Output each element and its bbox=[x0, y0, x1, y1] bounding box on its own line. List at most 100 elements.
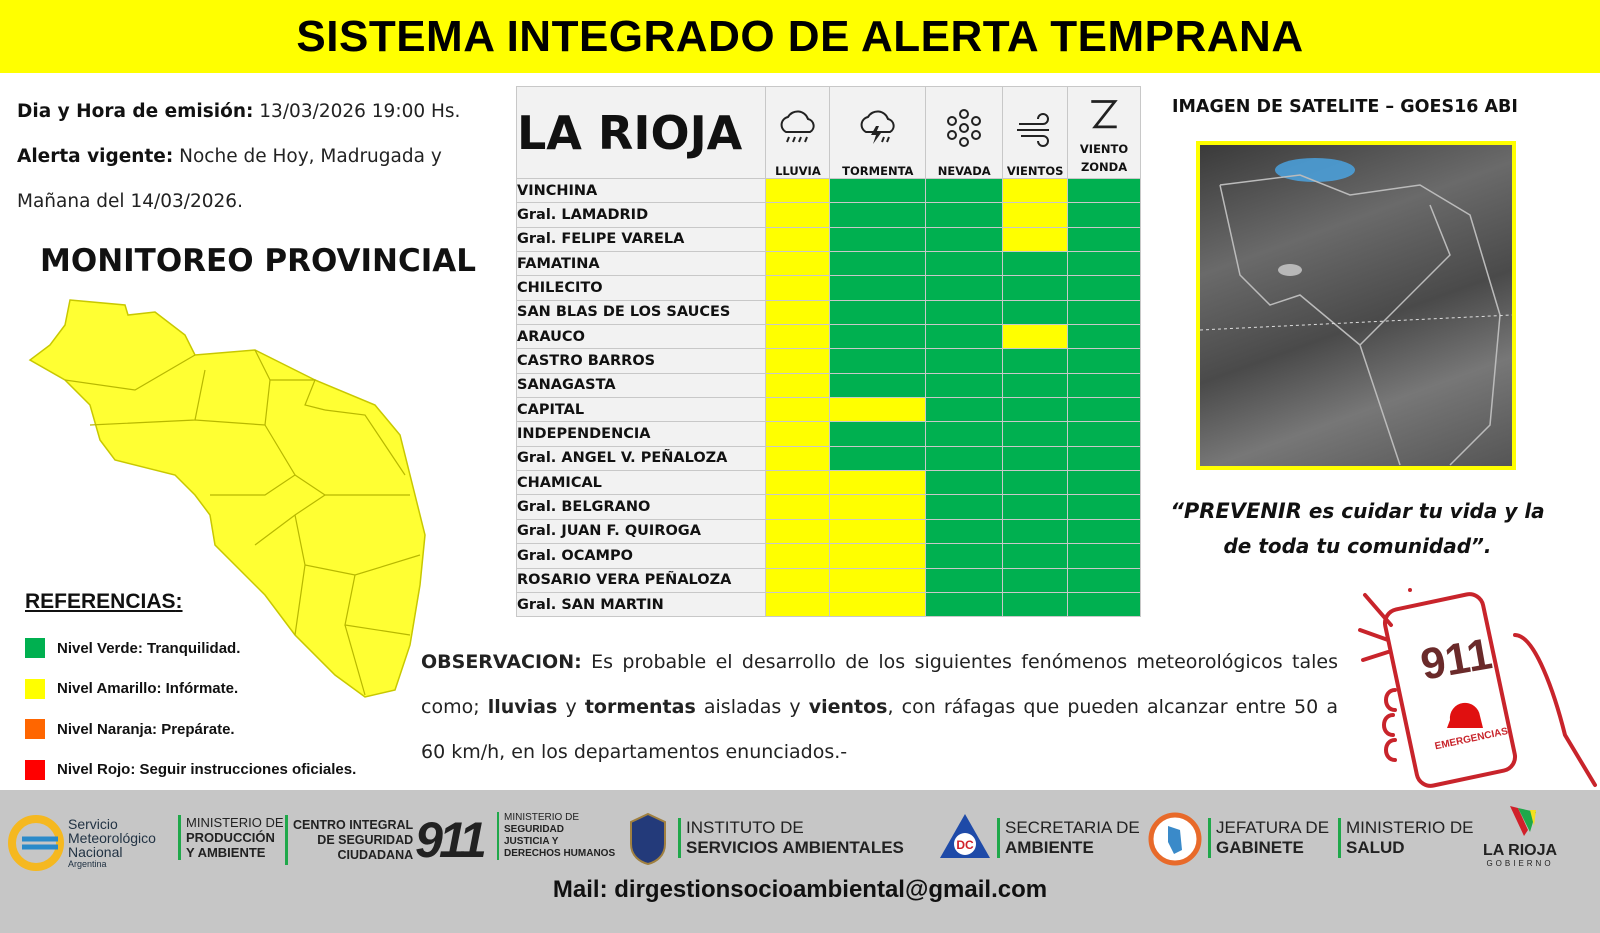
alert-level-cell bbox=[1067, 202, 1141, 228]
alert-level-cell bbox=[765, 421, 831, 447]
alert-level-cell bbox=[1002, 543, 1069, 569]
table-row: SAN BLAS DE LOS SAUCES bbox=[515, 299, 1141, 326]
alert-level-cell bbox=[829, 251, 927, 277]
table-row: VINCHINA bbox=[515, 177, 1141, 204]
alert-level-cell bbox=[1067, 177, 1141, 204]
alert-level-cell bbox=[1067, 299, 1141, 326]
column-viento-zonda: VIENTO ZONDA bbox=[1067, 86, 1141, 179]
column-nevada: NEVADA bbox=[925, 86, 1004, 179]
department-name: Gral. LAMADRID bbox=[515, 202, 767, 228]
table-row: Gral. LAMADRID bbox=[515, 202, 1141, 228]
alert-level-cell bbox=[925, 591, 1004, 618]
alert-level-cell bbox=[765, 324, 831, 350]
alert-level-cell bbox=[1002, 397, 1069, 423]
emission-value: 13/03/2026 19:00 Hs. bbox=[259, 101, 461, 122]
alert-level-cell bbox=[1002, 445, 1069, 472]
alert-level-cell bbox=[1002, 251, 1069, 277]
reference-label: Nivel Verde: Tranquilidad. bbox=[57, 639, 241, 657]
references-legend: REFERENCIAS: Nivel Verde: Tranquilidad. N… bbox=[25, 590, 356, 790]
emergency-number: 911 bbox=[1417, 629, 1495, 690]
alert-level-cell bbox=[829, 591, 927, 618]
alert-level-cell bbox=[829, 567, 927, 593]
reference-label: Nivel Amarillo: Infórmate. bbox=[57, 680, 239, 698]
table-row: Gral. ANGEL V. PEÑALOZA bbox=[515, 445, 1141, 472]
alert-level-cell bbox=[925, 567, 1004, 593]
alert-level-cell bbox=[829, 324, 927, 350]
department-name: ARAUCO bbox=[515, 324, 767, 350]
references-title: REFERENCIAS: bbox=[25, 590, 183, 613]
alert-level-cell bbox=[829, 202, 927, 228]
alert-level-cell bbox=[829, 275, 927, 301]
alert-level-cell bbox=[829, 372, 927, 399]
alert-level-cell bbox=[925, 324, 1004, 350]
alert-level-cell bbox=[1002, 202, 1069, 228]
satellite-overlay bbox=[1200, 158, 1512, 466]
department-name: ROSARIO VERA PEÑALOZA bbox=[515, 567, 767, 593]
province-name: LA RIOJA bbox=[515, 86, 767, 179]
alert-level-cell bbox=[829, 421, 927, 447]
alert-level-cell bbox=[925, 445, 1004, 472]
alert-level-cell bbox=[1067, 226, 1141, 253]
footer-logos: Servicio Meteorológico Nacional Argentina M… bbox=[0, 790, 1600, 933]
siren-icon bbox=[1447, 702, 1483, 728]
alert-level-cell bbox=[1067, 567, 1141, 593]
alert-level-cell bbox=[765, 372, 831, 399]
alert-level-cell bbox=[925, 299, 1004, 326]
alert-level-cell bbox=[765, 299, 831, 326]
contact-email[interactable]: Mail: dirgestionsocioambiental@gmail.com bbox=[552, 876, 1048, 903]
reference-swatch bbox=[25, 678, 45, 699]
storm-icon bbox=[860, 110, 895, 144]
alert-level-cell bbox=[1002, 348, 1069, 374]
table-row: Gral. SAN MARTIN bbox=[515, 591, 1141, 618]
table-row: Gral. JUAN F. QUIROGA bbox=[515, 518, 1141, 545]
alert-level-cell bbox=[925, 470, 1004, 496]
table-row: SANAGASTA bbox=[515, 372, 1141, 399]
alert-level-cell bbox=[829, 494, 927, 520]
alert-level-cell bbox=[829, 543, 927, 569]
smn-logo-icon bbox=[8, 815, 64, 871]
observation-text: OBSERVACION: Es probable el desarrollo d… bbox=[421, 651, 1338, 763]
snow-icon bbox=[947, 109, 982, 147]
reference-item: Nivel Verde: Tranquilidad. bbox=[25, 628, 356, 669]
alert-level-cell bbox=[1002, 591, 1069, 618]
table-row: INDEPENDENCIA bbox=[515, 421, 1141, 447]
reference-item: Nivel Rojo: Seguir instrucciones oficial… bbox=[25, 750, 356, 791]
monitor-title: MONITOREO PROVINCIAL bbox=[40, 243, 476, 279]
la-rioja-gobierno-logo: LA RIOJA GOBIERNO bbox=[1480, 802, 1560, 869]
department-borders bbox=[64, 349, 421, 696]
department-name: VINCHINA bbox=[515, 177, 767, 204]
column-vientos: VIENTOS bbox=[1002, 86, 1069, 179]
table-row: CHILECITO bbox=[515, 275, 1141, 301]
alert-level-cell bbox=[925, 397, 1004, 423]
department-name: Gral. JUAN F. QUIROGA bbox=[515, 518, 767, 545]
table-row: ARAUCO bbox=[515, 324, 1141, 350]
department-name: Gral. OCAMPO bbox=[515, 543, 767, 569]
alert-level-cell bbox=[925, 251, 1004, 277]
rain-icon bbox=[780, 110, 815, 143]
department-name: CASTRO BARROS bbox=[515, 348, 767, 374]
department-name: Gral. BELGRANO bbox=[515, 494, 767, 520]
secretaria-ambiente-logo: SECRETARIA DE AMBIENTE bbox=[997, 818, 1140, 858]
emergency-label: EMERGENCIAS bbox=[1434, 726, 1509, 752]
emergency-911-illustration: 911 EMERGENCIAS bbox=[1358, 588, 1597, 788]
alert-level-cell bbox=[829, 397, 927, 423]
province-map bbox=[28, 299, 426, 698]
ministerio-salud-logo: MINISTERIO DE SALUD bbox=[1338, 818, 1474, 858]
emission-info: Dia y Hora de emisión: 13/03/2026 19:00 … bbox=[17, 101, 460, 122]
alert-level-cell bbox=[925, 348, 1004, 374]
alert-level-cell bbox=[1002, 299, 1069, 326]
table-header: LA RIOJA LLUVIA TORMENTA NEVADA VIENTOS … bbox=[515, 86, 1141, 179]
alert-level-cell bbox=[1002, 494, 1069, 520]
reference-swatch bbox=[25, 638, 45, 659]
alert-level-cell bbox=[1067, 543, 1141, 569]
defensa-civil-logo: DC bbox=[940, 814, 990, 858]
alert-level-cell bbox=[925, 202, 1004, 228]
reference-swatch bbox=[25, 719, 45, 740]
alert-level-cell bbox=[1002, 567, 1069, 593]
alert-level-cell bbox=[925, 275, 1004, 301]
policia-badge-icon bbox=[630, 812, 666, 866]
department-name: Gral. SAN MARTIN bbox=[515, 591, 767, 618]
department-name: FAMATINA bbox=[515, 251, 767, 277]
alert-level-cell bbox=[1002, 275, 1069, 301]
alert-level-cell bbox=[1002, 518, 1069, 545]
